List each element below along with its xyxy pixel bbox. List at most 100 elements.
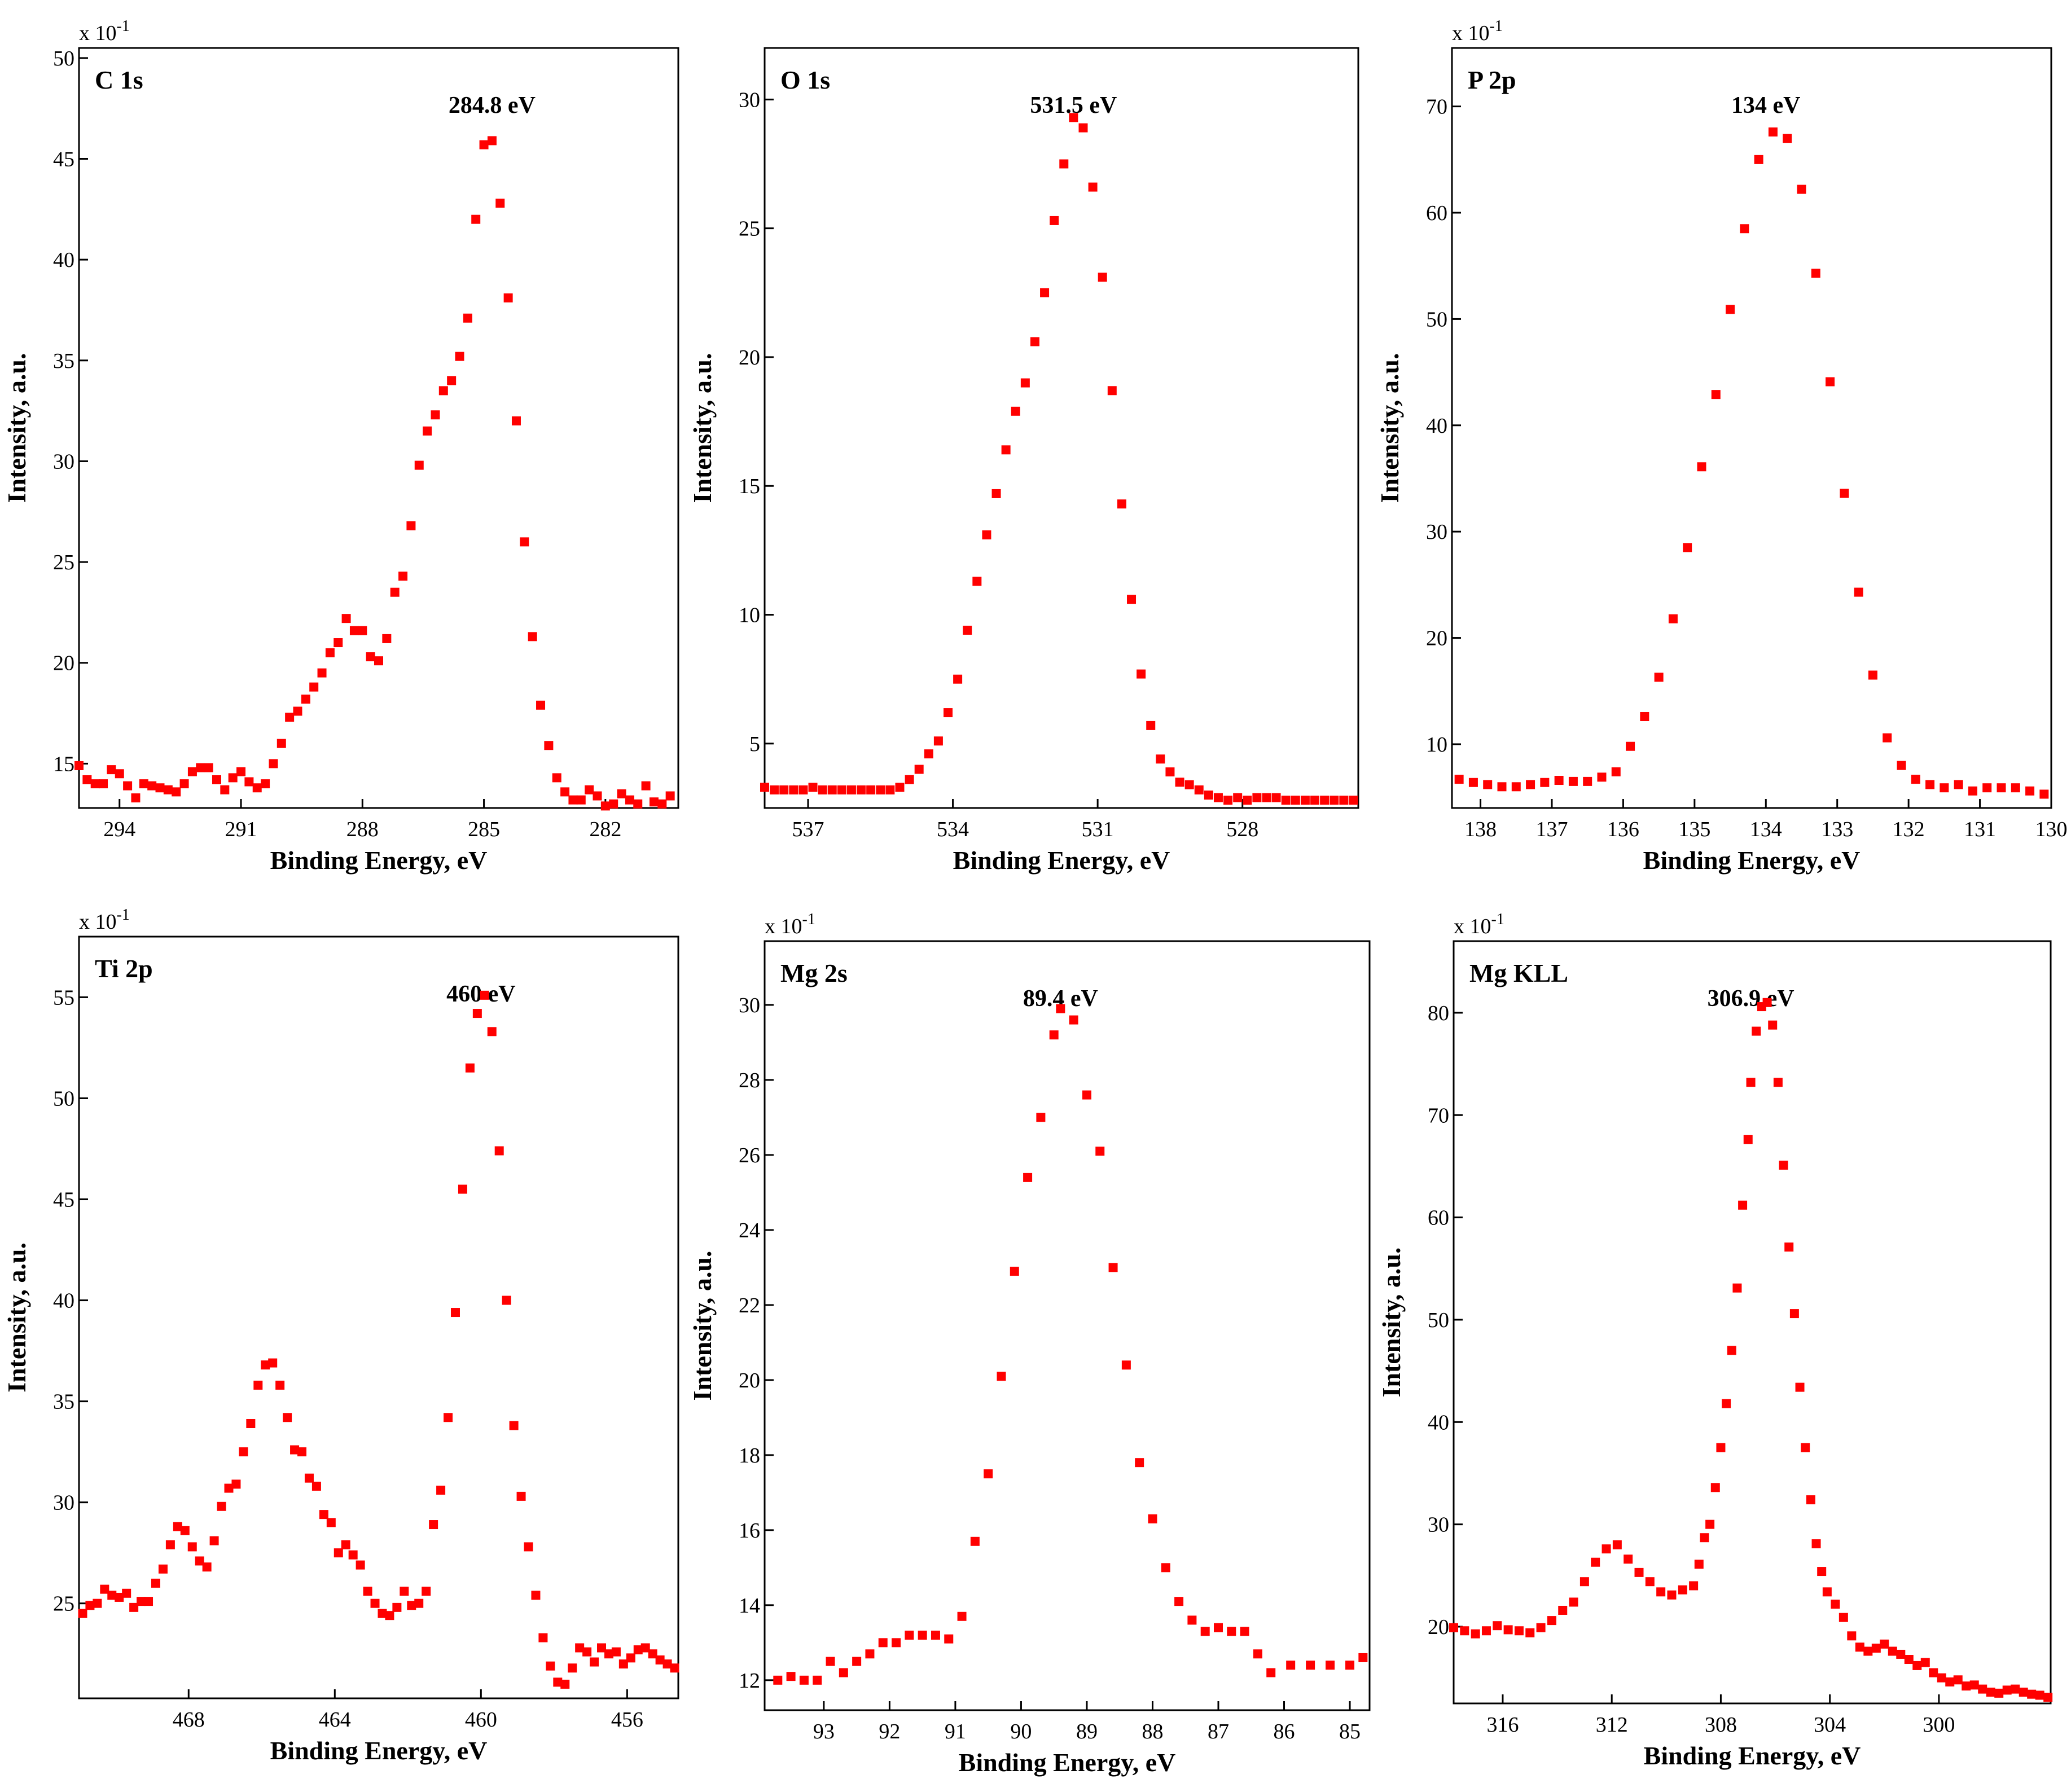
data-point: [1591, 1557, 1600, 1567]
data-point: [450, 1308, 460, 1317]
data-point: [516, 1491, 526, 1501]
y-multiplier-base: x 10: [1452, 21, 1490, 45]
data-point: [414, 460, 424, 470]
y-tick-label: 20: [739, 1369, 760, 1393]
y-tick-label: 26: [739, 1144, 760, 1167]
peak-annotation: 284.8 eV: [449, 93, 536, 118]
data-point: [1896, 1649, 1906, 1659]
data-point: [520, 537, 529, 547]
y-tick-label: 20: [739, 346, 760, 370]
data-point: [1997, 783, 2006, 793]
y-multiplier-exponent: -1: [1491, 911, 1504, 928]
y-multiplier: x 10-1: [79, 906, 130, 934]
data-point: [1710, 1483, 1720, 1492]
y-multiplier-exponent: -1: [117, 17, 130, 35]
data-point: [1579, 1577, 1589, 1587]
y-tick-label: 45: [53, 1188, 74, 1212]
data-point: [1968, 786, 1977, 796]
data-point: [1161, 1563, 1170, 1573]
y-tick-label: 30: [53, 1491, 74, 1515]
data-point: [1468, 778, 1478, 787]
data-point: [918, 1631, 927, 1640]
x-axis-label: Binding Energy, eV: [1643, 846, 1861, 875]
panel-title: C 1s: [95, 65, 143, 94]
y-axis-label: Intensity, a.u.: [2, 1242, 31, 1393]
data-point: [304, 1473, 314, 1483]
data-point: [285, 713, 295, 722]
y-multiplier: x 10-1: [1454, 911, 1504, 938]
y-tick-label: 10: [1426, 733, 1447, 757]
data-point: [593, 791, 602, 801]
data-point: [455, 352, 464, 361]
data-point: [657, 799, 667, 809]
x-axis-label: Binding Energy, eV: [953, 846, 1170, 875]
data-point: [349, 626, 359, 635]
data-point: [465, 1063, 475, 1073]
y-tick-label: 30: [739, 994, 760, 1017]
data-point: [944, 1634, 954, 1644]
data-point: [1536, 1623, 1546, 1632]
data-point: [196, 763, 205, 772]
x-tick-label: 91: [945, 1720, 966, 1743]
data-point: [905, 1631, 914, 1640]
data-point: [1840, 489, 1849, 498]
data-point: [1883, 733, 1892, 743]
data-point: [385, 1611, 394, 1620]
data-point: [115, 769, 124, 779]
data-point: [1200, 1627, 1210, 1636]
data-point: [813, 1675, 822, 1685]
x-tick-label: 304: [1814, 1713, 1846, 1737]
data-point: [1994, 1688, 2004, 1698]
data-point: [239, 1447, 248, 1457]
data-point: [472, 1009, 482, 1018]
data-point: [1911, 775, 1920, 784]
y-tick-label: 10: [739, 604, 760, 627]
data-point: [494, 1146, 504, 1156]
data-point: [252, 783, 262, 793]
data-point: [2035, 1690, 2044, 1700]
data-point: [438, 386, 448, 396]
data-point: [423, 426, 432, 436]
data-point: [1601, 1544, 1611, 1554]
data-point: [422, 1587, 431, 1596]
data-point: [137, 1597, 146, 1606]
data-point: [885, 785, 895, 795]
data-point: [1978, 1684, 1987, 1694]
data-point: [1088, 182, 1098, 192]
data-point: [363, 1587, 372, 1596]
data-point: [1010, 1267, 1019, 1276]
data-point: [1871, 1644, 1881, 1653]
data-point: [640, 1643, 650, 1653]
y-tick-label: 18: [739, 1444, 760, 1468]
data-point: [253, 1380, 263, 1390]
data-point: [982, 530, 991, 539]
data-point: [528, 632, 537, 642]
data-point: [568, 1663, 577, 1673]
data-point: [1654, 673, 1664, 682]
data-point: [1897, 761, 1906, 770]
data-point: [611, 1647, 621, 1657]
data-point: [325, 648, 335, 657]
y-tick-label: 25: [53, 551, 74, 574]
y-tick-label: 40: [1428, 1411, 1449, 1434]
data-point: [1667, 1590, 1677, 1600]
data-point: [1286, 1661, 1296, 1670]
x-axis-label: Binding Energy, eV: [1644, 1741, 1861, 1770]
y-tick-label: 20: [1426, 627, 1447, 651]
data-point: [1213, 793, 1223, 802]
x-tick-label: 294: [103, 818, 135, 841]
data-point: [1640, 711, 1649, 721]
data-point: [1023, 1172, 1033, 1182]
data-point: [129, 1602, 139, 1612]
x-tick-label: 138: [1464, 818, 1497, 841]
data-point: [82, 775, 92, 784]
data-point: [1554, 776, 1564, 785]
data-point: [392, 1602, 402, 1612]
data-point: [1098, 273, 1107, 282]
data-point: [1754, 155, 1763, 164]
plot-frame: [764, 940, 1371, 1711]
data-point: [277, 739, 286, 748]
data-point: [1779, 1161, 1788, 1170]
data-point: [560, 787, 570, 797]
